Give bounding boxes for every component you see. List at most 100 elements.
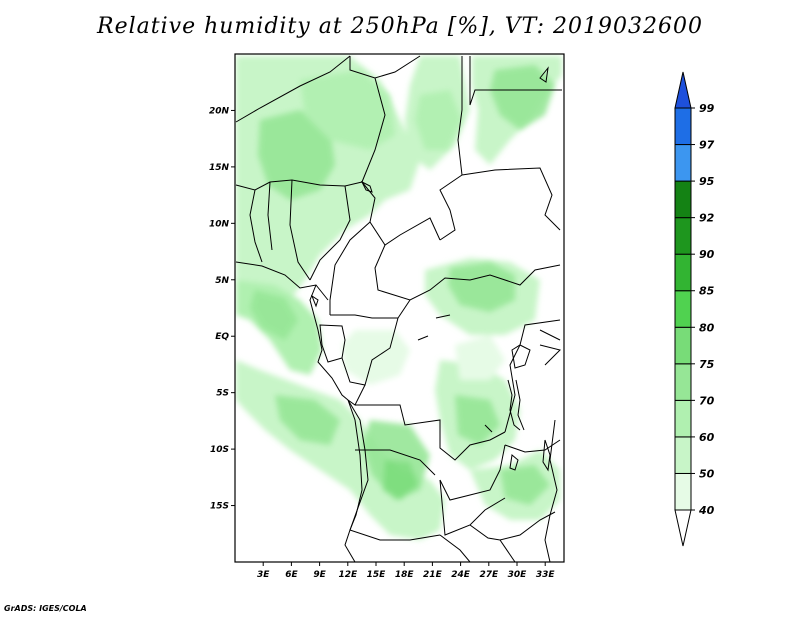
border-line [329, 221, 371, 315]
humidity-core-southeast [500, 465, 550, 505]
lake-outline [507, 379, 521, 431]
border-line [439, 174, 463, 241]
lake-outline [310, 294, 319, 308]
colorbar-segment [674, 363, 692, 401]
colorbar-label: 75 [699, 358, 715, 371]
colorbar-segment [674, 399, 692, 438]
colorbar-segment [674, 217, 692, 255]
lon-tick-label: 27E [479, 570, 499, 580]
border-line [344, 529, 441, 562]
border-line [439, 444, 506, 501]
border-line [355, 404, 506, 461]
humidity-core-east [455, 395, 500, 445]
colorbar-label: 90 [699, 248, 715, 261]
colorbar-label: 40 [698, 504, 715, 517]
border-line [504, 319, 561, 433]
border-line [289, 179, 311, 281]
lat-tick-label: 5N [215, 276, 229, 286]
border-line [330, 314, 398, 319]
border-line [544, 419, 558, 562]
lat-tick-label: 10N [209, 219, 230, 229]
colorbar-label: 80 [699, 321, 715, 334]
border-line [457, 56, 463, 176]
border-line [504, 439, 561, 453]
humidity-core-coast [250, 290, 298, 340]
colorbar-segment [674, 436, 692, 474]
lon-tick-label: 30E [508, 570, 528, 580]
lat-tick-label: 20N [209, 106, 230, 116]
border-line [347, 384, 366, 406]
humidity-shading [236, 56, 562, 540]
border-line [397, 299, 411, 319]
humidity-region-east-patch [455, 335, 505, 380]
colorbar-segment [674, 180, 692, 219]
humidity-core-angola [275, 395, 340, 445]
border-line [469, 56, 562, 106]
lon-tick-label: 3E [257, 570, 270, 580]
lon-tick-label: 18E [395, 570, 415, 580]
coastline [309, 284, 349, 401]
lon-tick-label: 6E [285, 570, 298, 580]
colorbar-label: 97 [699, 139, 715, 152]
colorbar-top-triangle [674, 71, 692, 109]
lon-tick-label: 33E [536, 570, 556, 580]
border-line [539, 329, 561, 366]
map-frame [234, 53, 565, 563]
humidity-core-north [415, 90, 462, 150]
lat-tick-label: 10S [210, 445, 229, 455]
lat-tick-label: 15S [210, 502, 229, 512]
lat-axis: 20N 15N 10N 5N EQ 5S 10S 15S [209, 106, 235, 512]
colorbar-segment [674, 107, 692, 146]
border-line [319, 324, 346, 363]
border-line [235, 55, 351, 123]
colorbar-label: 85 [699, 285, 715, 298]
border-line [499, 539, 516, 562]
humidity-core-northwest [258, 110, 335, 200]
border-line [249, 189, 263, 263]
lon-tick-label: 24E [451, 570, 471, 580]
colorbar-label: 99 [699, 102, 715, 115]
lake-outline [511, 344, 531, 369]
colorbar-label: 60 [699, 431, 715, 444]
lake-outline [542, 439, 551, 472]
colorbar: 40 50 60 70 75 80 85 90 92 95 97 99 [674, 71, 715, 547]
border-line [439, 534, 471, 562]
lon-axis: 3E 6E 9E 12E 15E 18E 21E 24E 27E 30E 33E [257, 562, 555, 580]
lake-outline [539, 66, 549, 83]
colorbar-segment [674, 472, 692, 511]
border-line [309, 185, 351, 281]
colorbar-label: 70 [699, 394, 715, 407]
lon-tick-label: 9E [313, 570, 326, 580]
lon-tick-label: 21E [423, 570, 443, 580]
lake-outline [515, 379, 525, 431]
border-line [235, 261, 329, 301]
colorbar-label: 95 [699, 175, 715, 188]
lon-tick-label: 12E [338, 570, 358, 580]
lat-tick-label: EQ [215, 332, 229, 342]
coastline [347, 399, 363, 531]
lat-tick-label: 5S [216, 389, 229, 399]
humidity-core-northeast [490, 65, 555, 130]
lon-tick-label: 15E [367, 570, 387, 580]
colorbar-segment [674, 290, 692, 328]
lake-outline [417, 314, 493, 433]
border-line [341, 317, 399, 386]
border-line [355, 449, 436, 476]
country-borders [235, 55, 562, 562]
credit-text: GrADS: IGES/COLA [4, 604, 87, 613]
colorbar-bottom-triangle [674, 509, 692, 547]
border-line [461, 167, 561, 231]
lake-outline [509, 454, 519, 471]
colorbar-segment [674, 144, 692, 182]
colorbar-segment [674, 326, 692, 365]
lat-tick-label: 15N [209, 163, 230, 173]
colorbar-label: 50 [699, 467, 715, 480]
humidity-core-south [383, 460, 418, 500]
border-line [469, 511, 556, 541]
lake-outline [360, 180, 373, 193]
colorbar-segment [674, 253, 692, 292]
border-line [374, 244, 561, 301]
border-line [267, 181, 273, 251]
page-title: Relative humidity at 250hPa [%], VT: 201… [97, 14, 703, 39]
